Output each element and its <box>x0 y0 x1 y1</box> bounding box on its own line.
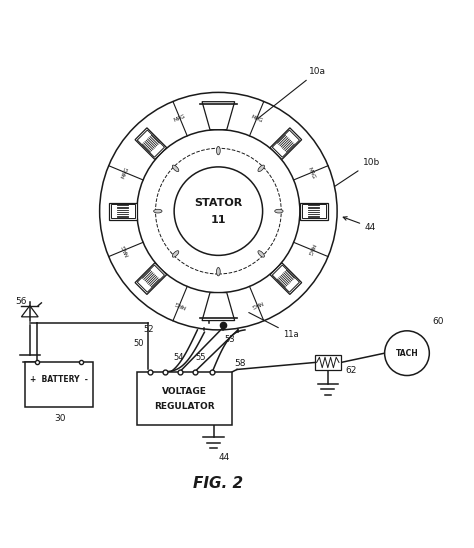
Ellipse shape <box>173 165 179 172</box>
Bar <box>25 362 92 407</box>
Polygon shape <box>270 128 301 159</box>
Text: TACH: TACH <box>396 349 419 358</box>
Ellipse shape <box>275 209 283 213</box>
Text: MAG: MAG <box>250 114 264 123</box>
Polygon shape <box>300 203 328 220</box>
Bar <box>137 372 232 425</box>
Ellipse shape <box>173 250 179 257</box>
Text: 44: 44 <box>343 216 376 232</box>
Ellipse shape <box>258 250 264 257</box>
Text: +  BATTERY  -: + BATTERY - <box>30 375 88 385</box>
Text: MAG: MAG <box>173 299 187 309</box>
Text: 62: 62 <box>346 366 357 375</box>
Circle shape <box>174 167 263 255</box>
Text: 50: 50 <box>134 339 144 348</box>
Text: 44: 44 <box>219 453 229 463</box>
Polygon shape <box>270 263 301 294</box>
Text: MAG: MAG <box>306 166 316 180</box>
Text: 55: 55 <box>196 353 206 362</box>
Text: 53: 53 <box>224 334 235 344</box>
Text: 54: 54 <box>173 353 184 362</box>
Text: 60: 60 <box>433 317 444 326</box>
Circle shape <box>384 331 429 375</box>
Polygon shape <box>109 203 137 220</box>
Text: 30: 30 <box>54 414 66 423</box>
Text: 10a: 10a <box>258 67 326 118</box>
Bar <box>315 355 341 370</box>
Text: REGULATOR: REGULATOR <box>155 402 215 410</box>
Polygon shape <box>202 293 235 321</box>
Text: 11a: 11a <box>249 312 299 339</box>
Text: FIG. 2: FIG. 2 <box>193 476 244 491</box>
Text: MAG: MAG <box>250 299 264 309</box>
Polygon shape <box>202 102 235 130</box>
Polygon shape <box>135 263 167 294</box>
Text: MAG: MAG <box>121 166 130 180</box>
Text: 58: 58 <box>235 359 246 368</box>
Text: STATOR: STATOR <box>194 198 243 208</box>
Text: 56: 56 <box>15 297 27 306</box>
Ellipse shape <box>217 146 220 155</box>
Ellipse shape <box>154 209 162 213</box>
Text: MAG: MAG <box>306 243 316 256</box>
Text: 10b: 10b <box>335 158 380 186</box>
Text: 11: 11 <box>210 214 226 225</box>
Text: VOLTAGE: VOLTAGE <box>162 387 207 396</box>
Text: MAG: MAG <box>121 243 130 256</box>
Polygon shape <box>135 128 167 159</box>
Ellipse shape <box>217 267 220 276</box>
Text: MAG: MAG <box>173 114 187 123</box>
Text: 52: 52 <box>143 325 154 334</box>
Ellipse shape <box>258 165 264 172</box>
